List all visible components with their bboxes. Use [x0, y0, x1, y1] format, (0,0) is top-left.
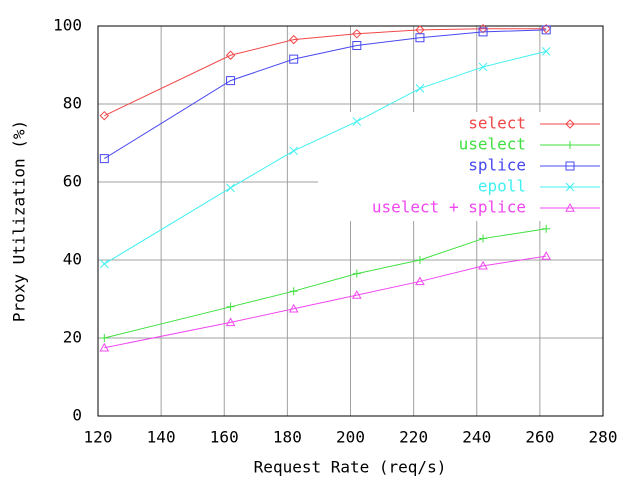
marker — [288, 34, 299, 45]
marker — [479, 234, 488, 243]
x-tick-label: 160 — [210, 428, 239, 447]
marker — [226, 302, 235, 311]
marker — [415, 276, 425, 286]
marker — [415, 84, 425, 93]
marker — [351, 290, 362, 299]
legend-label: epoll — [478, 177, 526, 196]
x-axis-label: Request Rate (req/s) — [254, 458, 447, 477]
marker — [541, 251, 552, 260]
y-tick-label: 40 — [63, 250, 82, 269]
marker — [289, 287, 298, 296]
legend-label: splice — [468, 156, 526, 175]
marker — [288, 303, 299, 313]
marker — [566, 141, 574, 149]
y-tick-label: 80 — [63, 94, 82, 113]
x-tick-label: 140 — [147, 428, 176, 447]
x-tick-label: 200 — [336, 428, 365, 447]
marker — [352, 269, 361, 278]
marker — [415, 256, 424, 264]
marker — [415, 33, 425, 43]
x-tick-label: 220 — [399, 428, 428, 447]
marker — [565, 119, 575, 129]
series-line — [104, 29, 547, 160]
marker — [99, 110, 110, 121]
marker — [226, 76, 236, 86]
marker — [565, 202, 575, 212]
marker — [478, 62, 488, 72]
marker — [225, 50, 236, 60]
y-tick-label: 100 — [53, 16, 82, 35]
marker — [541, 24, 551, 34]
marker — [352, 117, 362, 126]
marker — [352, 29, 362, 39]
marker — [478, 27, 488, 37]
marker — [99, 259, 109, 269]
marker — [541, 46, 551, 56]
y-tick-label: 20 — [63, 328, 82, 347]
marker — [565, 161, 575, 171]
legend-label: uselect + splice — [372, 198, 526, 217]
x-tick-label: 260 — [525, 428, 554, 447]
marker — [100, 334, 109, 342]
x-tick-label: 120 — [84, 428, 113, 447]
marker — [225, 317, 236, 327]
marker — [99, 154, 109, 164]
marker — [542, 224, 551, 233]
marker — [541, 25, 551, 35]
y-tick-label: 0 — [72, 406, 82, 425]
series-line — [104, 28, 547, 117]
marker — [99, 342, 110, 352]
legend-label: select — [468, 114, 526, 133]
marker — [352, 41, 362, 50]
marker — [478, 260, 488, 270]
y-tick-label: 60 — [63, 172, 82, 191]
y-axis-label: Proxy Utilization (%) — [10, 120, 29, 322]
marker — [565, 182, 575, 192]
series-line — [104, 255, 547, 349]
marker — [226, 183, 235, 193]
x-tick-label: 180 — [273, 428, 302, 447]
plot-border — [97, 25, 604, 417]
x-tick-label: 240 — [462, 428, 491, 447]
legend-label: uselect — [459, 135, 526, 154]
marker — [289, 54, 299, 64]
x-tick-label: 280 — [589, 428, 618, 447]
marker — [289, 146, 299, 156]
